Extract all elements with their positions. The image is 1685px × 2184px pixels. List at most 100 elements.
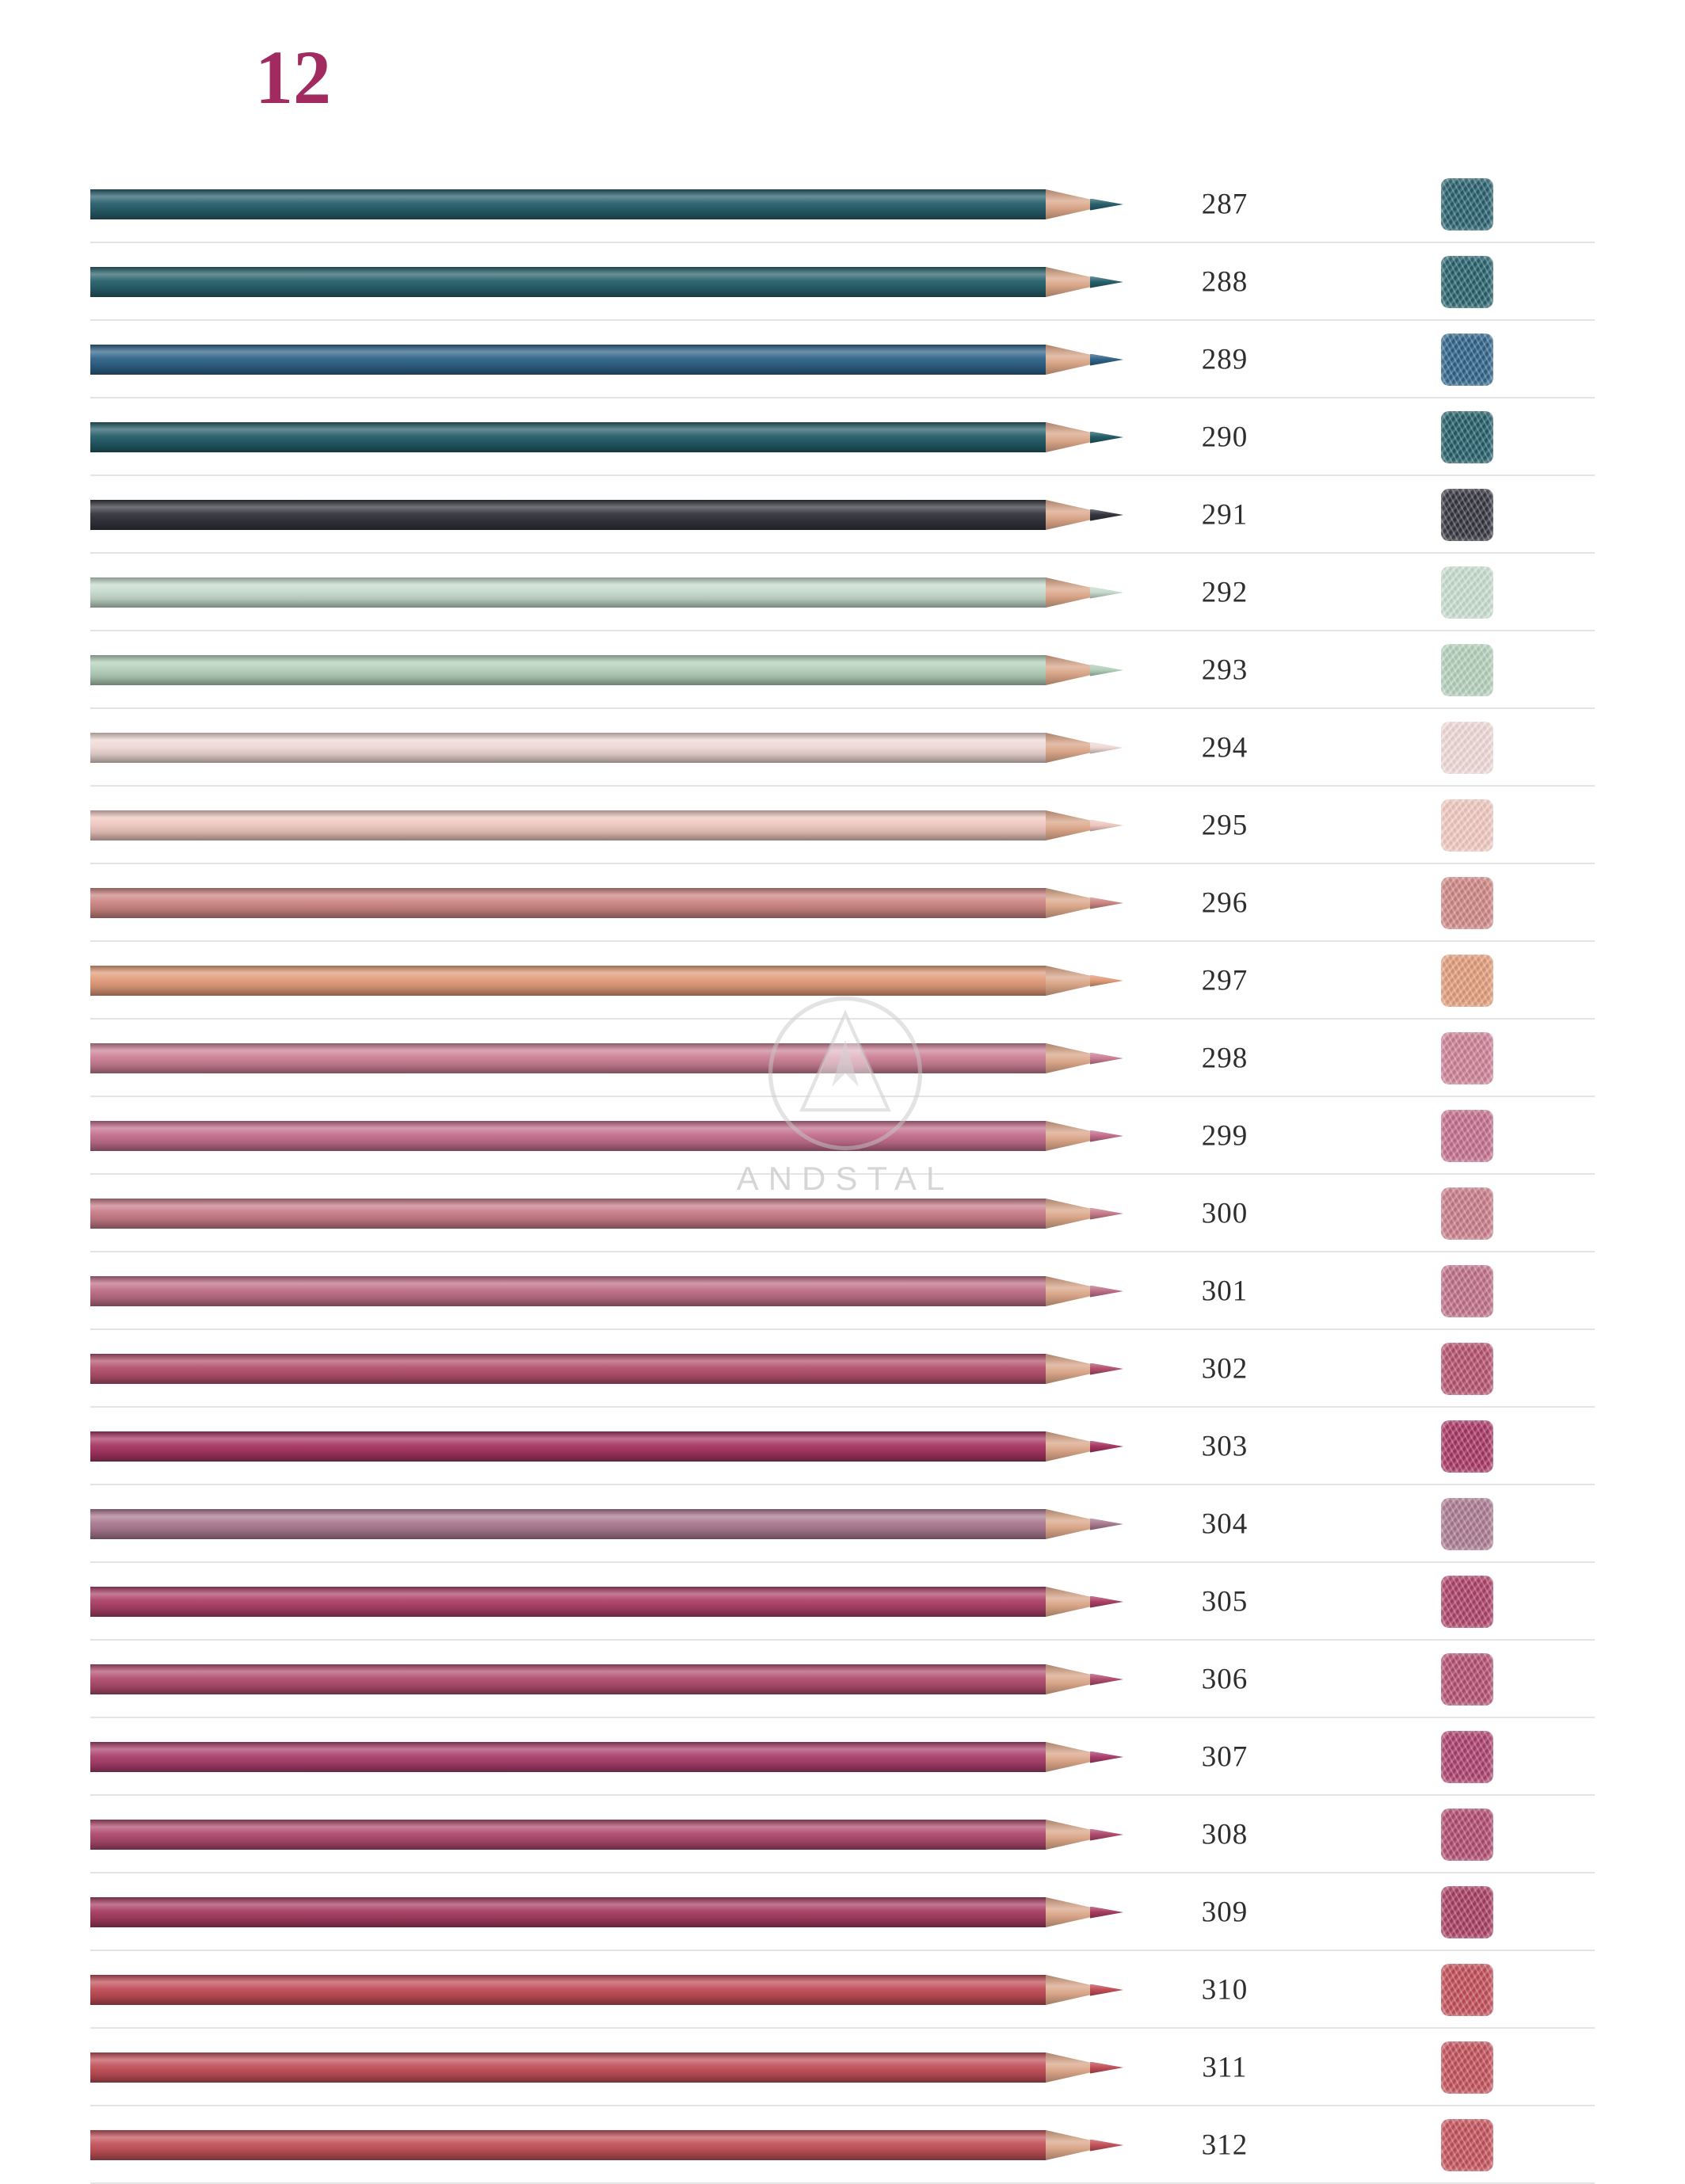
color-swatch bbox=[1441, 955, 1493, 1007]
pencil-graphic bbox=[90, 422, 1123, 452]
color-swatch bbox=[1441, 1265, 1493, 1317]
color-swatch bbox=[1441, 1187, 1493, 1240]
pencil-lead-tip-icon bbox=[1090, 1285, 1123, 1298]
pencil-body bbox=[90, 2053, 1046, 2083]
color-swatch bbox=[1441, 1964, 1493, 2016]
pencil-graphic bbox=[90, 2053, 1123, 2083]
color-swatch bbox=[1441, 1653, 1493, 1706]
pencil-body bbox=[90, 1043, 1046, 1073]
pencil-body bbox=[90, 189, 1046, 219]
pencil-lead-tip-icon bbox=[1090, 1052, 1123, 1065]
pencil-number: 297 bbox=[1201, 964, 1249, 997]
pencil-row: 287 bbox=[0, 166, 1685, 243]
color-swatch bbox=[1441, 877, 1493, 929]
pencil-graphic bbox=[90, 1199, 1123, 1229]
pencil-row: 302 bbox=[0, 1330, 1685, 1408]
pencil-row: 291 bbox=[0, 476, 1685, 554]
pencil-number: 292 bbox=[1201, 576, 1249, 609]
pencil-row: 311 bbox=[0, 2029, 1685, 2106]
pencil-body bbox=[90, 733, 1046, 763]
color-swatch bbox=[1441, 1498, 1493, 1550]
pencil-number: 307 bbox=[1201, 1740, 1249, 1774]
pencil-body bbox=[90, 1664, 1046, 1694]
pencil-graphic bbox=[90, 810, 1123, 840]
pencil-row: 306 bbox=[0, 1641, 1685, 1718]
pencil-body bbox=[90, 267, 1046, 297]
color-swatch bbox=[1441, 256, 1493, 308]
pencil-number: 301 bbox=[1201, 1275, 1249, 1308]
pencil-lead-tip-icon bbox=[1090, 1207, 1123, 1220]
page-title: 12 bbox=[255, 35, 331, 120]
pencil-row: 305 bbox=[0, 1563, 1685, 1641]
pencil-graphic bbox=[90, 655, 1123, 685]
pencil-number: 288 bbox=[1201, 265, 1249, 299]
pencil-lead-tip-icon bbox=[1090, 509, 1123, 521]
color-swatch bbox=[1441, 2119, 1493, 2171]
pencil-row: 297 bbox=[0, 942, 1685, 1020]
pencil-list: 287 288 289 290 291 bbox=[0, 166, 1685, 2184]
pencil-row: 309 bbox=[0, 1873, 1685, 1951]
pencil-body bbox=[90, 810, 1046, 840]
pencil-number: 310 bbox=[1201, 1973, 1249, 2007]
pencil-row: 303 bbox=[0, 1408, 1685, 1485]
pencil-number: 305 bbox=[1201, 1585, 1249, 1618]
color-swatch bbox=[1441, 178, 1493, 231]
pencil-lead-tip-icon bbox=[1090, 819, 1123, 832]
pencil-row: 298 bbox=[0, 1020, 1685, 1097]
pencil-lead-tip-icon bbox=[1090, 1751, 1123, 1763]
pencil-row: 299 bbox=[0, 1097, 1685, 1175]
pencil-body bbox=[90, 1742, 1046, 1772]
pencil-graphic bbox=[90, 1431, 1123, 1462]
pencil-number: 309 bbox=[1201, 1896, 1249, 1929]
pencil-row: 312 bbox=[0, 2106, 1685, 2184]
pencil-lead-tip-icon bbox=[1090, 198, 1123, 211]
pencil-number: 304 bbox=[1201, 1507, 1249, 1541]
pencil-lead-tip-icon bbox=[1090, 1828, 1123, 1841]
pencil-body bbox=[90, 1354, 1046, 1384]
pencil-row: 304 bbox=[0, 1485, 1685, 1563]
pencil-lead-tip-icon bbox=[1090, 664, 1123, 677]
color-swatch bbox=[1441, 1886, 1493, 1938]
pencil-body bbox=[90, 1276, 1046, 1306]
pencil-number: 299 bbox=[1201, 1119, 1249, 1153]
pencil-row: 294 bbox=[0, 709, 1685, 787]
pencil-graphic bbox=[90, 1664, 1123, 1694]
color-swatch bbox=[1441, 1032, 1493, 1084]
pencil-row: 295 bbox=[0, 787, 1685, 864]
pencil-graphic bbox=[90, 733, 1123, 763]
pencil-row: 301 bbox=[0, 1252, 1685, 1330]
pencil-lead-tip-icon bbox=[1090, 2139, 1123, 2152]
pencil-number: 291 bbox=[1201, 498, 1249, 532]
pencil-lead-tip-icon bbox=[1090, 276, 1123, 288]
pencil-number: 293 bbox=[1201, 654, 1249, 687]
pencil-lead-tip-icon bbox=[1090, 1673, 1123, 1686]
pencil-graphic bbox=[90, 1742, 1123, 1772]
pencil-number: 308 bbox=[1201, 1818, 1249, 1851]
color-swatch bbox=[1441, 1731, 1493, 1783]
pencil-row: 308 bbox=[0, 1796, 1685, 1873]
pencil-graphic bbox=[90, 966, 1123, 996]
pencil-row: 307 bbox=[0, 1718, 1685, 1796]
color-swatch bbox=[1441, 1420, 1493, 1473]
pencil-body bbox=[90, 888, 1046, 918]
pencil-graphic bbox=[90, 1587, 1123, 1617]
pencil-graphic bbox=[90, 577, 1123, 608]
color-swatch bbox=[1441, 799, 1493, 852]
pencil-number: 312 bbox=[1201, 2129, 1249, 2162]
color-swatch bbox=[1441, 411, 1493, 463]
pencil-body bbox=[90, 655, 1046, 685]
color-swatch bbox=[1441, 644, 1493, 696]
pencil-row: 296 bbox=[0, 864, 1685, 942]
pencil-graphic bbox=[90, 267, 1123, 297]
pencil-number: 306 bbox=[1201, 1663, 1249, 1696]
pencil-lead-tip-icon bbox=[1090, 1906, 1123, 1919]
pencil-graphic bbox=[90, 1276, 1123, 1306]
pencil-lead-tip-icon bbox=[1090, 1595, 1123, 1608]
pencil-graphic bbox=[90, 1121, 1123, 1151]
pencil-graphic bbox=[90, 1897, 1123, 1927]
pencil-number: 300 bbox=[1201, 1197, 1249, 1230]
color-swatch bbox=[1441, 1343, 1493, 1395]
pencil-graphic bbox=[90, 2130, 1123, 2160]
pencil-graphic bbox=[90, 1354, 1123, 1384]
pencil-graphic bbox=[90, 1820, 1123, 1850]
